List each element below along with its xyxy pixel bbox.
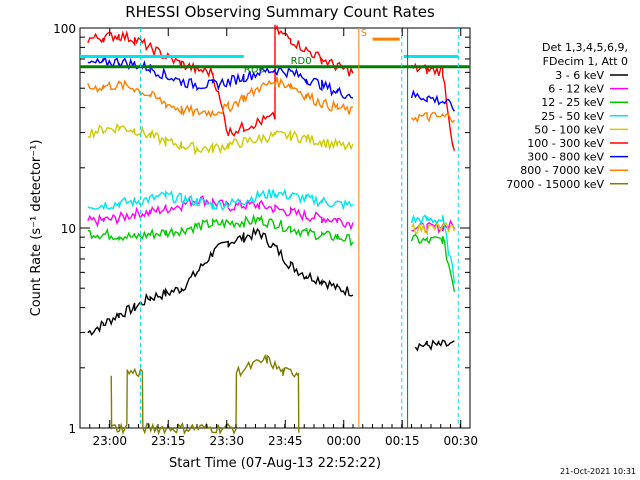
series-line-6-b — [410, 89, 455, 112]
y-tick-label-2: 100 — [53, 22, 76, 36]
legend-label-1: 6 - 12 keV — [548, 83, 604, 96]
x-tick-label-3: 23:45 — [268, 434, 303, 448]
series-line-4-b — [410, 222, 456, 235]
x-axis-label: Start Time (07-Aug-13 22:52:22) — [169, 456, 381, 471]
legend-label-4: 50 - 100 keV — [534, 123, 604, 136]
x-tick-label-4: 00:00 — [326, 434, 361, 448]
series-line-7-b — [410, 111, 455, 124]
legend-header-0: Det 1,3,4,5,6,9, — [542, 41, 628, 54]
legend-header-1: FDecim 1, Att 0 — [543, 55, 628, 68]
series-line-3 — [87, 188, 354, 212]
legend-label-8: 7000 - 15000 keV — [506, 178, 604, 191]
legend-label-2: 12 - 25 keV — [541, 96, 604, 109]
x-tick-label-6: 00:30 — [443, 434, 478, 448]
legend-label-7: 800 - 7000 keV — [520, 164, 604, 177]
x-tick-label-0: 23:00 — [92, 434, 127, 448]
series-line-2 — [87, 213, 354, 247]
legend: Det 1,3,4,5,6,9,FDecim 1, Att 03 - 6 keV… — [506, 41, 628, 191]
series-line-7 — [87, 76, 354, 119]
legend-label-0: 3 - 6 keV — [555, 69, 604, 82]
series-layer — [87, 24, 456, 436]
chart-title: RHESSI Observing Summary Count Rates — [125, 3, 435, 21]
series-line-8 — [110, 353, 300, 436]
series-line-3-b — [410, 213, 456, 284]
series-line-1 — [87, 195, 354, 231]
legend-label-6: 300 - 800 keV — [527, 151, 604, 164]
series-line-0-b — [414, 339, 455, 352]
x-tick-label-1: 23:15 — [151, 434, 186, 448]
overlay-layer: RD0 RD6 S — [80, 28, 470, 428]
timestamp: 21-Oct-2021 10:31 — [560, 467, 636, 476]
series-line-4 — [87, 123, 354, 156]
y-axis-label: Count Rate (s⁻¹ detector⁻¹) — [29, 140, 44, 317]
series-line-5 — [87, 24, 354, 137]
annotation-2: S — [361, 28, 367, 39]
series-line-6 — [87, 56, 354, 100]
x-tick-label-2: 23:30 — [209, 434, 244, 448]
annotation-0: RD0 — [291, 56, 312, 67]
axis-layer: 23:00 23:15 23:30 23:45 00:00 00:15 00:30 1 10 10… — [53, 22, 478, 448]
x-tick-label-5: 00:15 — [385, 434, 420, 448]
series-line-2-b — [410, 233, 456, 293]
annotation-1: RD6 — [244, 64, 265, 75]
y-tick-label-1: 10 — [61, 222, 76, 236]
y-tick-label-0: 1 — [68, 422, 76, 436]
series-line-5-b — [410, 62, 456, 151]
legend-label-3: 25 - 50 keV — [541, 110, 604, 123]
series-line-0 — [87, 226, 354, 336]
legend-label-5: 100 - 300 keV — [527, 137, 604, 150]
